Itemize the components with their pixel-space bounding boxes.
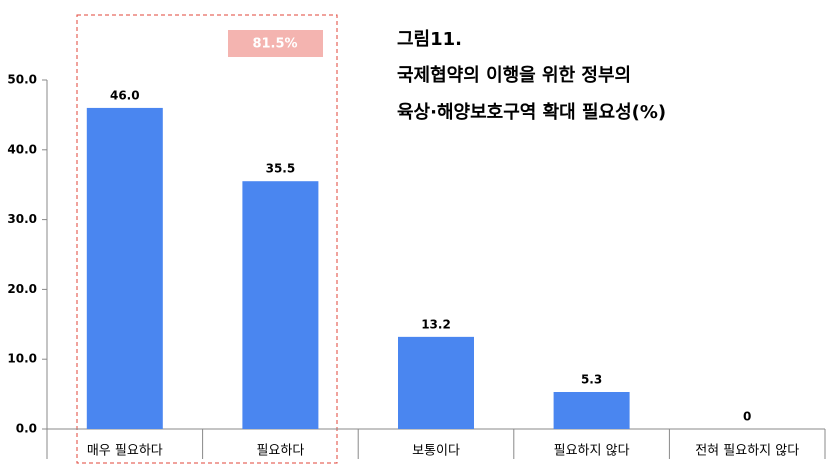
- bar: [398, 336, 474, 429]
- value-label: 13.2: [421, 317, 451, 331]
- annotation-box: [228, 30, 323, 57]
- highlight-box: [76, 14, 338, 464]
- value-label: 46.0: [110, 88, 140, 102]
- y-tick-label: 50.0: [7, 73, 37, 87]
- x-tick-label: 필요하다: [256, 444, 304, 459]
- chart-title: 그림11.: [397, 29, 462, 50]
- chart-title: 육상·해양보호구역 확대 필요성(%): [397, 102, 666, 123]
- chart-title: 국제협약의 이행을 위한 정부의: [397, 64, 631, 86]
- bar: [242, 181, 319, 429]
- x-tick-label: 매우 필요하다: [87, 444, 163, 459]
- value-label: 35.5: [266, 162, 296, 176]
- y-tick-label: 0.0: [16, 422, 37, 436]
- value-label: 0: [743, 410, 751, 424]
- bar: [86, 107, 163, 430]
- annotation: 81.5%: [252, 37, 297, 52]
- x-tick-label: 전혀 필요하지 않다: [695, 444, 799, 459]
- y-tick-label: 20.0: [7, 282, 37, 296]
- y-tick-label: 10.0: [7, 352, 37, 366]
- y-tick-label: 40.0: [7, 142, 37, 156]
- value-label: 5.3: [581, 373, 602, 387]
- x-tick-label: 필요하지 않다: [554, 444, 630, 459]
- y-tick-label: 30.0: [7, 212, 37, 226]
- x-tick-label: 보통이다: [412, 444, 460, 459]
- bar: [553, 392, 630, 429]
